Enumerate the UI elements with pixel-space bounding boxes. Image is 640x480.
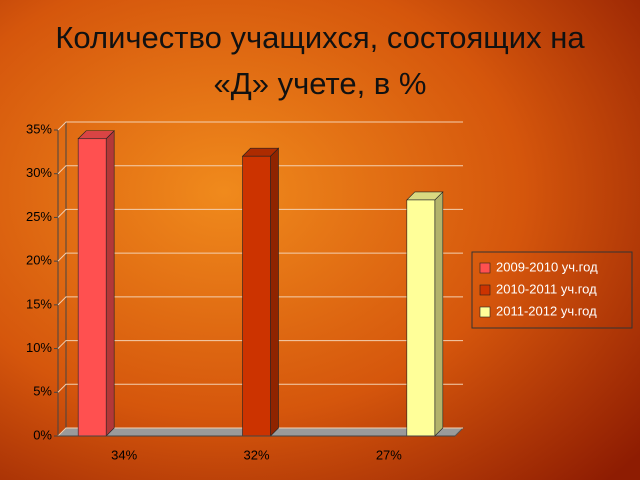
legend-swatch [479, 284, 491, 296]
grid-line [57, 165, 463, 175]
grid-line [57, 427, 463, 437]
chart-title: Количество учащихся, состоящих на «Д» уче… [55, 20, 585, 101]
bar [406, 199, 436, 437]
y-tick-label: 15% [26, 296, 52, 311]
y-tick-label: 10% [26, 340, 52, 355]
grid-line [57, 208, 463, 218]
legend-swatch [479, 262, 491, 274]
y-tick-label: 0% [33, 427, 52, 442]
legend-label: 2010-2011 уч.год [496, 281, 597, 296]
legend-box [471, 251, 633, 329]
bar [77, 138, 107, 437]
legend-label: 2011-2012 уч.год [496, 303, 597, 318]
bar [242, 155, 271, 437]
y-tick-label: 20% [26, 253, 52, 268]
x-tick-label: 32% [243, 447, 269, 462]
bar-side [105, 130, 115, 437]
y-tick-label: 5% [33, 384, 52, 399]
grid-line [57, 121, 463, 131]
legend-swatch [479, 306, 491, 318]
y-tick-label: 30% [26, 165, 52, 180]
y-tick-label: 25% [26, 209, 52, 224]
x-tick-label: 27% [376, 447, 402, 462]
grid-line [57, 340, 463, 349]
legend: 2009-2010 уч.год 2010-2011 уч.год 2011-201… [471, 251, 633, 329]
legend-label: 2009-2010 уч.год [496, 259, 598, 274]
y-tick-label: 35% [26, 121, 52, 136]
bar-side [434, 191, 444, 437]
x-tick-label: 34% [111, 447, 137, 462]
grid-line [57, 252, 463, 262]
bar-side [270, 147, 279, 437]
grid-line [57, 383, 463, 393]
grid-line [57, 296, 463, 306]
